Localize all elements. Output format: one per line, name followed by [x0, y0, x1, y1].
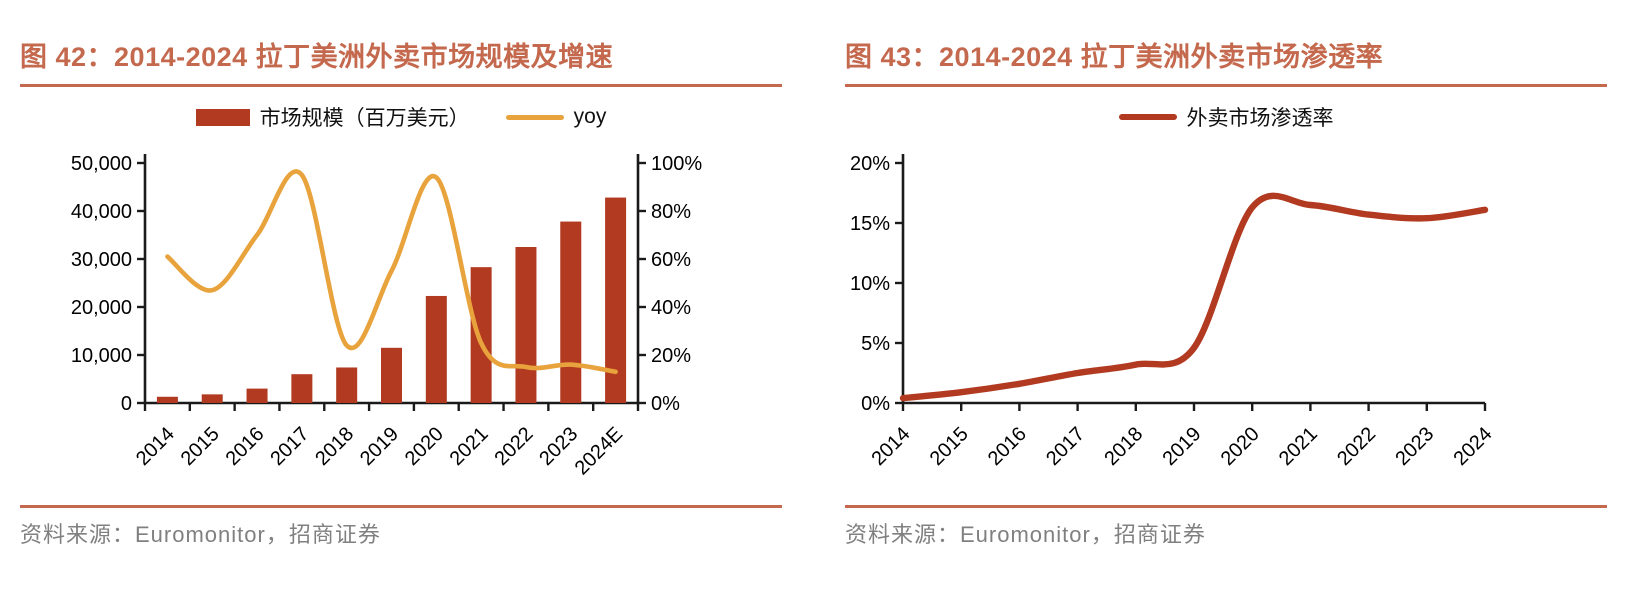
- market-size-legend-label: 市场规模（百万美元）: [259, 107, 470, 130]
- x-label-2021: 2021: [1275, 423, 1322, 470]
- x-label-2015: 2015: [177, 423, 224, 470]
- x-label-2024: 2024: [1450, 423, 1497, 470]
- bar-2019: [381, 347, 402, 403]
- tick-label: 40%: [651, 297, 691, 319]
- tick-label: 50,000: [71, 153, 132, 175]
- tick-label: 15%: [850, 213, 890, 235]
- tick-label: 10%: [850, 273, 890, 295]
- figure-42-bottom-rule: [20, 505, 782, 508]
- x-label-2019: 2019: [1159, 423, 1206, 470]
- figure-42: 图 42：2014-2024 拉丁美洲外卖市场规模及增速 市场规模（百万美元） …: [20, 40, 782, 549]
- x-label-2015: 2015: [926, 423, 973, 470]
- x-label-2022: 2022: [490, 423, 537, 470]
- x-label-2018: 2018: [311, 423, 358, 470]
- bar-2024E: [605, 197, 627, 403]
- x-label-2017: 2017: [1042, 423, 1089, 470]
- x-label-2016: 2016: [222, 423, 269, 470]
- penetration-legend-label: 外卖市场渗透率: [1186, 107, 1334, 130]
- bar-2021: [470, 267, 492, 403]
- tick-label: 30,000: [71, 249, 132, 271]
- market-size-legend-swatch: [195, 108, 250, 126]
- market-size-growth-chart: 0 10,000 20,000 30,000 40,000 50,000 0% 20% 40% 6…: [71, 153, 703, 479]
- figure-43: 图 43：2014-2024 拉丁美洲外卖市场渗透率 外卖市场渗透率 0% 5% 1…: [845, 40, 1607, 549]
- tick-label: 5%: [861, 333, 890, 355]
- figure-43-source: 资料来源：Euromonitor，招商证券: [845, 522, 1206, 547]
- x-label-2017: 2017: [266, 423, 313, 470]
- x-label-2014: 2014: [132, 423, 179, 470]
- penetration-line: [899, 192, 1489, 402]
- figure-43-legend: 外卖市场渗透率: [845, 103, 1607, 131]
- bar-2014: [156, 396, 178, 403]
- bar-2020: [425, 295, 447, 403]
- x-label-2018: 2018: [1100, 423, 1147, 470]
- x-label-2020: 2020: [1217, 423, 1264, 470]
- bar-2018: [336, 367, 358, 403]
- x-label-2020: 2020: [401, 423, 448, 470]
- tick-label: 20,000: [71, 297, 132, 319]
- market-size-bars: [156, 197, 627, 403]
- tick-label: 20%: [850, 153, 890, 175]
- bar-2015: [201, 394, 223, 403]
- x-label-2022: 2022: [1333, 423, 1380, 470]
- tick-label: 0: [121, 393, 132, 415]
- tick-label: 20%: [651, 345, 691, 367]
- x-label-2016: 2016: [984, 423, 1031, 470]
- bar-2023: [560, 221, 582, 403]
- figure-42-title: 图 42：2014-2024 拉丁美洲外卖市场规模及增速: [20, 40, 782, 87]
- bar-2016: [246, 388, 268, 403]
- penetration-legend-swatch: [1118, 114, 1177, 120]
- tick-label: 80%: [651, 201, 691, 223]
- figure-42-legend: 市场规模（百万美元） yoy: [20, 103, 782, 131]
- x-label-2014: 2014: [868, 423, 915, 470]
- tick-label: 100%: [651, 153, 702, 175]
- tick-label: 10,000: [71, 345, 132, 367]
- x-label-2024E: 2024E: [571, 423, 627, 479]
- figure-43-title: 图 43：2014-2024 拉丁美洲外卖市场渗透率: [845, 40, 1607, 87]
- axis-frame: [901, 154, 1485, 405]
- x-label-2021: 2021: [446, 423, 493, 470]
- bar-2017: [291, 374, 313, 403]
- x-label-2023: 2023: [1391, 423, 1438, 470]
- x-label-2019: 2019: [356, 423, 403, 470]
- bar-2022: [515, 247, 537, 403]
- tick-label: 60%: [651, 249, 691, 271]
- tick-label: 40,000: [71, 201, 132, 223]
- tick-label: 0%: [651, 393, 680, 415]
- tick-label: 0%: [861, 393, 890, 415]
- penetration-rate-chart: 0%5%10%15%20%2014 2015 2016 2017 2018 2019 202…: [850, 153, 1497, 470]
- yoy-legend-swatch: [505, 114, 564, 120]
- yoy-line: [165, 169, 618, 375]
- figure-42-source: 资料来源：Euromonitor，招商证券: [20, 522, 381, 547]
- yoy-legend-label: yoy: [573, 105, 607, 128]
- figure-43-bottom-rule: [845, 505, 1607, 508]
